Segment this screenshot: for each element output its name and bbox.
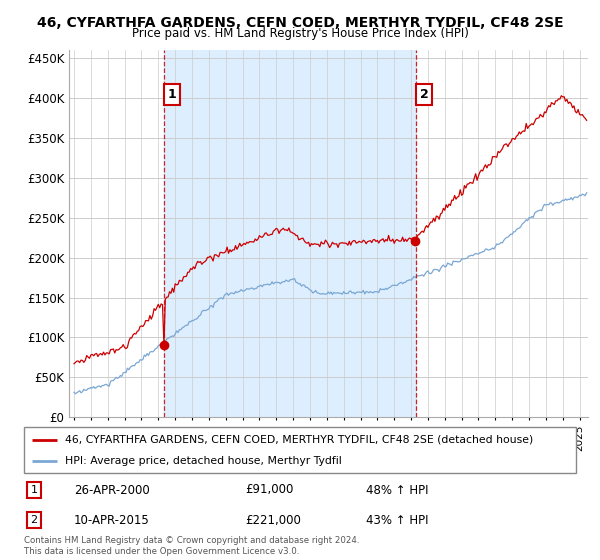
Text: 2: 2 (419, 88, 428, 101)
Text: 46, CYFARTHFA GARDENS, CEFN COED, MERTHYR TYDFIL, CF48 2SE: 46, CYFARTHFA GARDENS, CEFN COED, MERTHY… (37, 16, 563, 30)
Text: £221,000: £221,000 (245, 514, 301, 527)
Text: Contains HM Land Registry data © Crown copyright and database right 2024.
This d: Contains HM Land Registry data © Crown c… (24, 536, 359, 556)
Text: 48% ↑ HPI: 48% ↑ HPI (366, 483, 429, 497)
Text: 1: 1 (31, 485, 37, 495)
Text: £91,000: £91,000 (245, 483, 293, 497)
Bar (164, 50, 416, 417)
Text: 46, CYFARTHFA GARDENS, CEFN COED, MERTHYR TYDFIL, CF48 2SE (detached house): 46, CYFARTHFA GARDENS, CEFN COED, MERTHY… (65, 435, 533, 445)
Text: 1: 1 (168, 88, 176, 101)
Text: 43% ↑ HPI: 43% ↑ HPI (366, 514, 429, 527)
Text: 26-APR-2000: 26-APR-2000 (74, 483, 149, 497)
Text: 10-APR-2015: 10-APR-2015 (74, 514, 149, 527)
Text: HPI: Average price, detached house, Merthyr Tydfil: HPI: Average price, detached house, Mert… (65, 456, 342, 466)
Text: Price paid vs. HM Land Registry's House Price Index (HPI): Price paid vs. HM Land Registry's House … (131, 27, 469, 40)
Text: 2: 2 (31, 515, 37, 525)
